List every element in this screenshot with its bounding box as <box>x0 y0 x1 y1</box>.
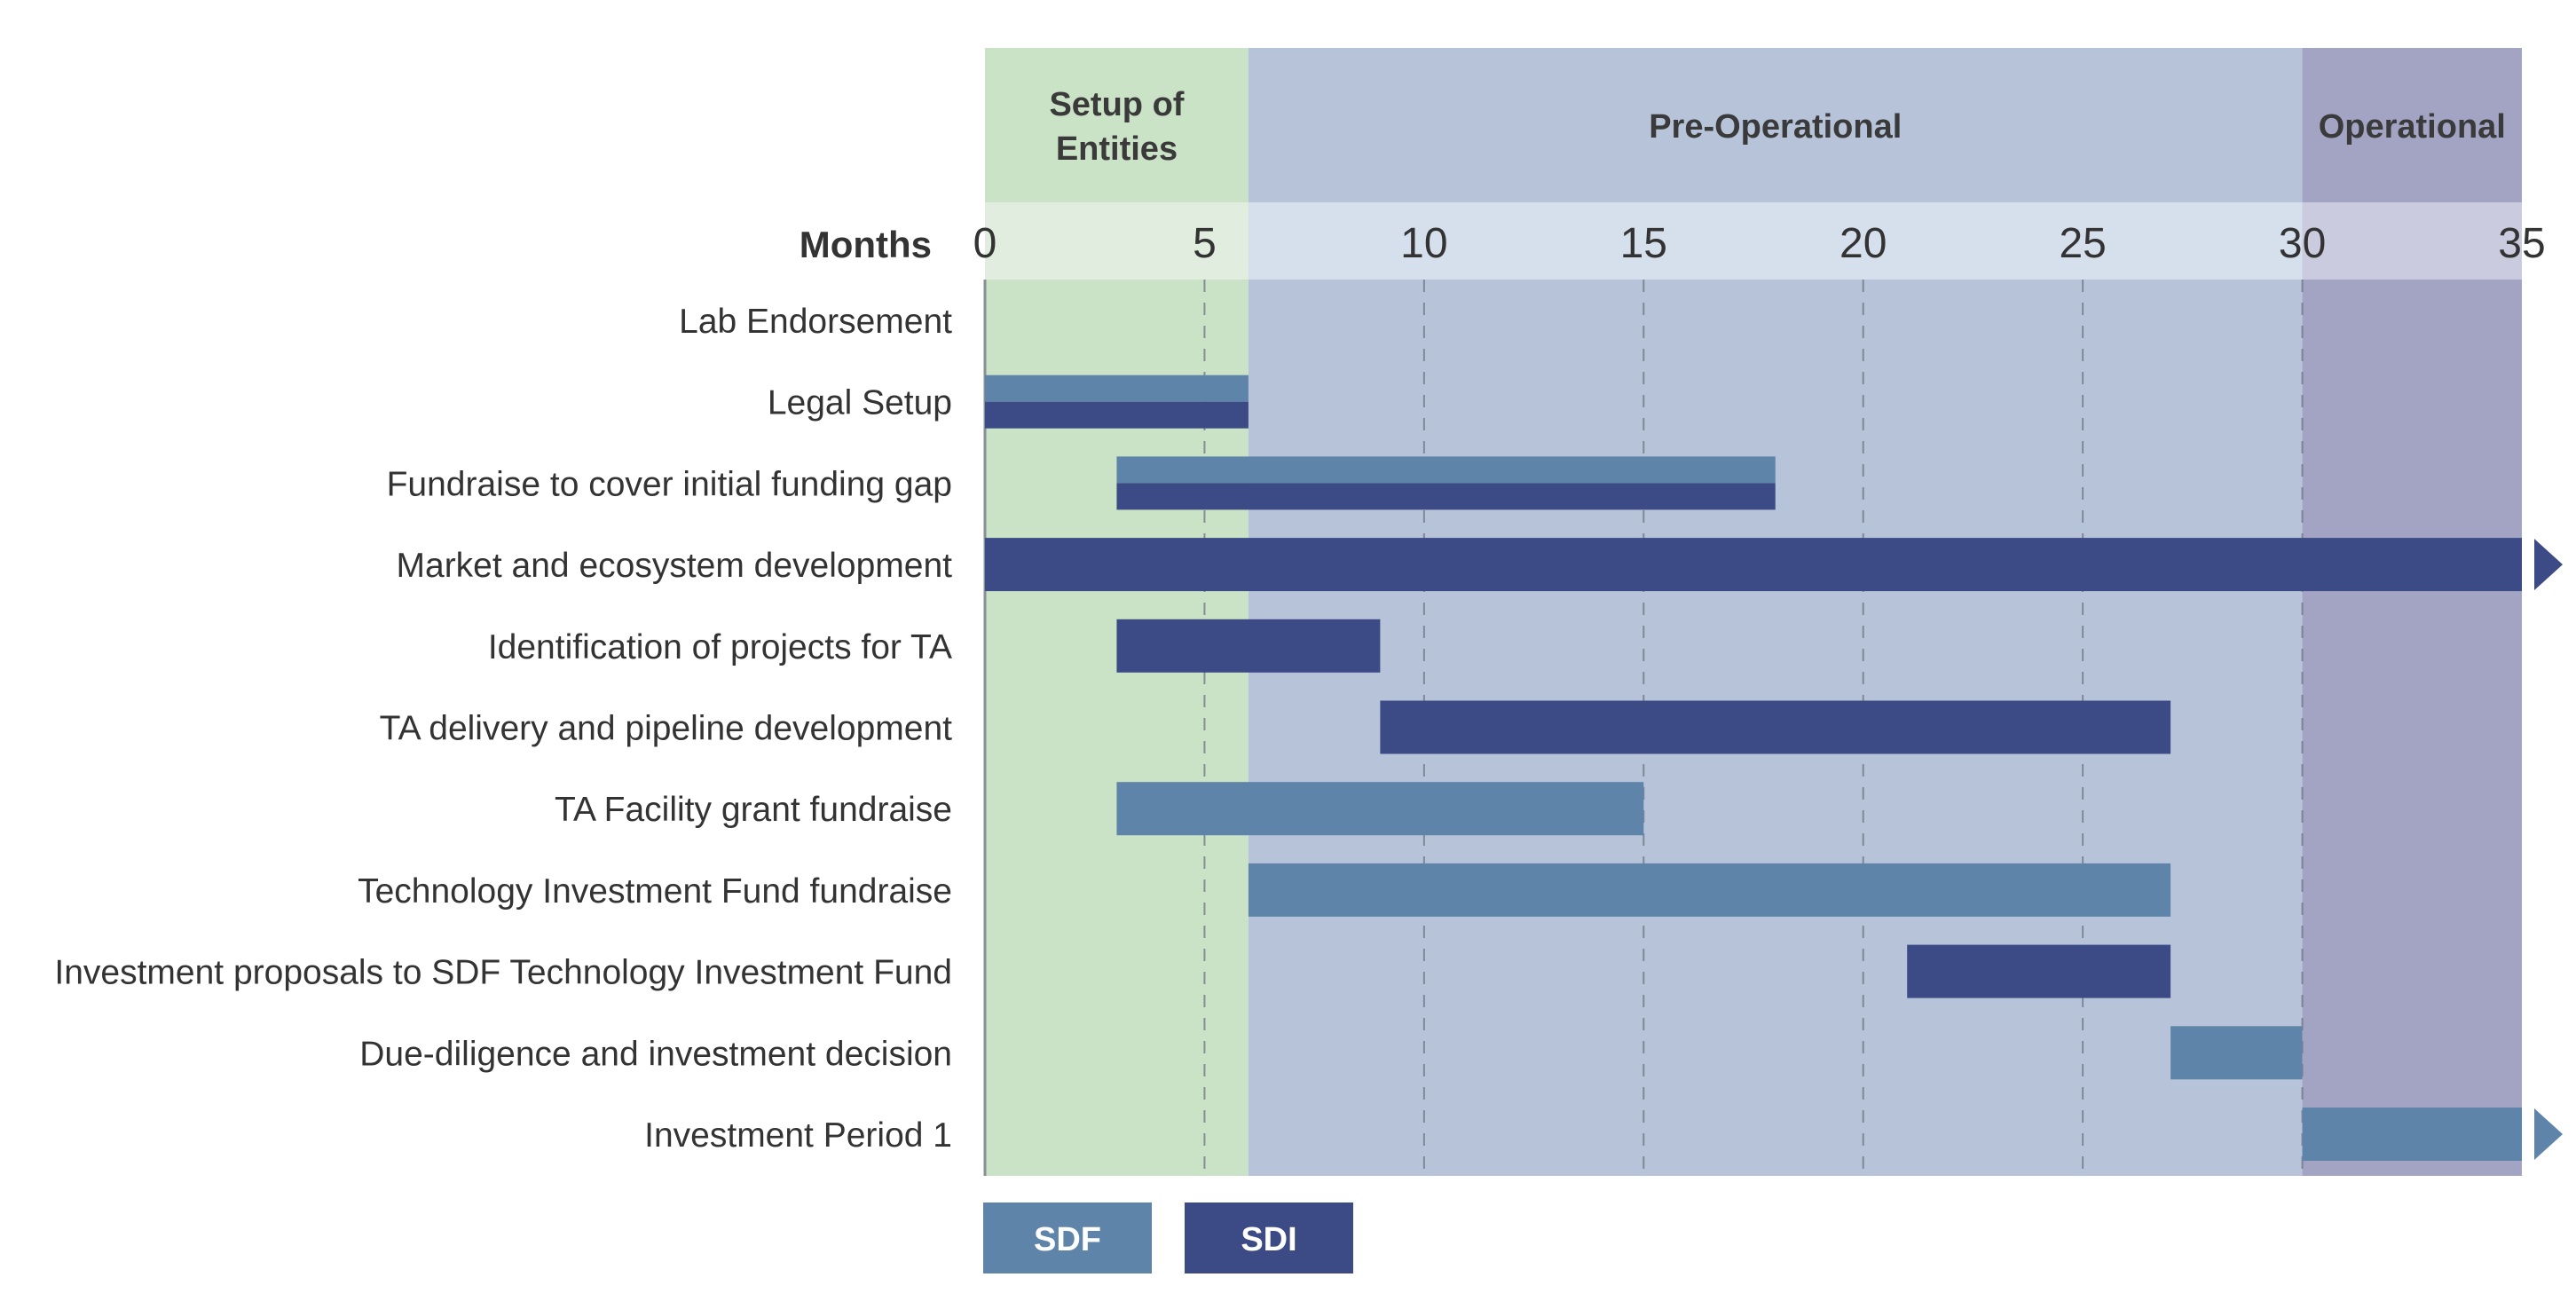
phase-label: Entities <box>1056 130 1178 168</box>
tick-label: 5 <box>1193 220 1217 267</box>
task-label: Market and ecosystem development <box>397 547 953 585</box>
month-band-segment <box>985 202 1249 280</box>
task-bar <box>985 401 1249 429</box>
phase-label: Pre-Operational <box>1649 108 1902 146</box>
continuation-arrow <box>2534 1108 2563 1160</box>
continuation-arrow <box>2534 539 2563 591</box>
month-band-segment <box>2302 202 2522 280</box>
x-axis-title: Months <box>800 224 932 265</box>
tick-label: 10 <box>1400 220 1447 267</box>
task-bar <box>1116 456 1776 484</box>
tick-label: 30 <box>2279 220 2326 267</box>
tick-label: 0 <box>973 220 997 267</box>
tick-label: 20 <box>1839 220 1887 267</box>
phase-label: Setup of <box>1049 86 1184 123</box>
task-bar <box>1907 944 2171 998</box>
task-label: Investment Period 1 <box>644 1116 952 1155</box>
month-band-segment <box>1248 202 2303 280</box>
month-axis-band <box>985 202 2522 280</box>
task-bar <box>2170 1026 2303 1080</box>
task-bars <box>985 375 2563 1161</box>
phase-label: Operational <box>2319 108 2506 146</box>
task-bar <box>1380 700 2171 754</box>
tick-labels: 0 5 10 15 20 25 30 35 <box>973 220 2546 267</box>
tick-label: 25 <box>2059 220 2106 267</box>
legend-swatch <box>983 1202 1152 1273</box>
legend-swatch <box>1185 1202 1353 1273</box>
legend-label: SDF <box>1034 1221 1101 1258</box>
task-bar <box>1116 483 1776 510</box>
task-labels: Lab Endorsement Legal Setup Fundraise to c… <box>54 303 952 1155</box>
task-label: Due-diligence and investment decision <box>359 1035 952 1073</box>
task-bar <box>1248 863 2171 917</box>
task-bar <box>985 375 1249 402</box>
tick-label: 15 <box>1620 220 1667 267</box>
task-bar <box>1116 782 1644 836</box>
task-label: TA delivery and pipeline development <box>380 710 953 748</box>
task-label: Technology Investment Fund fundraise <box>358 872 952 911</box>
legend-label: SDI <box>1241 1221 1296 1258</box>
task-label: TA Facility grant fundraise <box>555 791 952 829</box>
task-label: Legal Setup <box>768 384 952 422</box>
task-label: Lab Endorsement <box>679 303 952 341</box>
tick-label: 35 <box>2498 220 2545 267</box>
task-bar <box>985 538 2522 592</box>
legend: SDF SDI <box>983 1202 1353 1273</box>
task-label: Investment proposals to SDF Technology I… <box>54 954 952 992</box>
task-bar <box>2302 1108 2522 1161</box>
phase-labels: Setup of Entities Pre-Operational Operation… <box>1049 86 2505 168</box>
task-label: Identification of projects for TA <box>488 628 952 666</box>
task-bar <box>1116 619 1381 673</box>
task-label: Fundraise to cover initial funding gap <box>387 465 952 503</box>
